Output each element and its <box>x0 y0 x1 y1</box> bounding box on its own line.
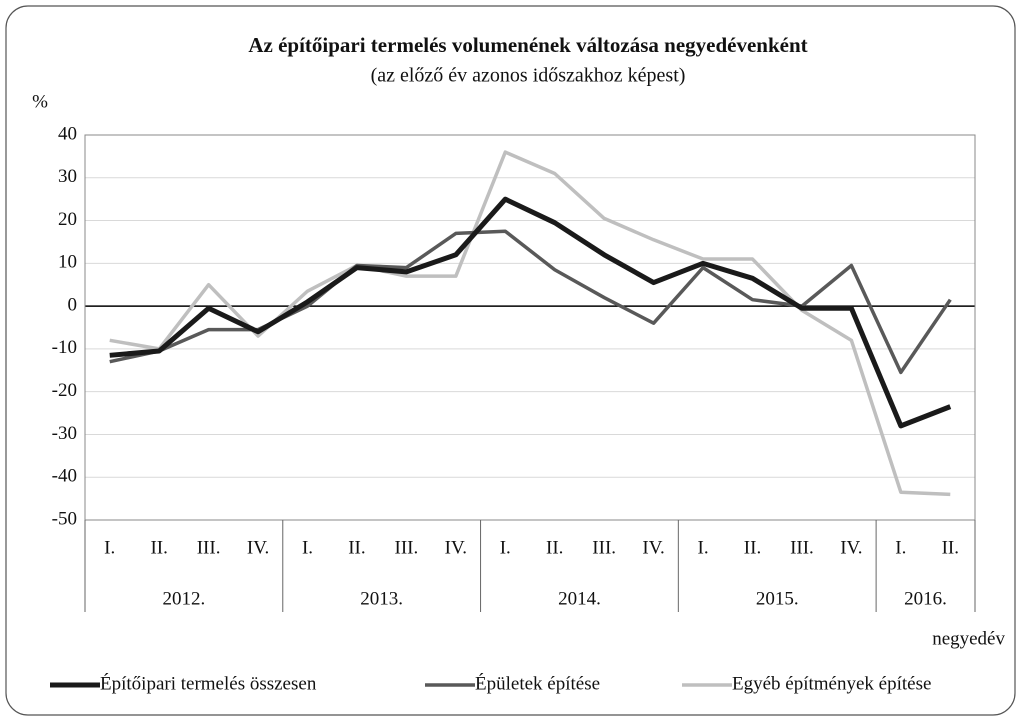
x-tick-label: IV. <box>642 537 664 558</box>
x-tick-label: II. <box>546 537 563 558</box>
x-tick-label: I. <box>500 537 511 558</box>
group-label: 2015. <box>756 588 799 609</box>
legend-label: Egyéb építmények építése <box>732 673 931 694</box>
y-tick-label: -20 <box>52 380 77 401</box>
x-tick-label: III. <box>790 537 814 558</box>
x-tick-label: I. <box>895 537 906 558</box>
x-tick-label: II. <box>150 537 167 558</box>
x-tick-label: II. <box>942 537 959 558</box>
x-tick-label: II. <box>744 537 761 558</box>
x-tick-label: I. <box>302 537 313 558</box>
y-tick-label: -10 <box>52 337 77 358</box>
y-tick-label: 20 <box>58 209 77 230</box>
y-tick-label: 10 <box>58 252 77 273</box>
group-label: 2012. <box>163 588 206 609</box>
y-tick-label: -30 <box>52 423 77 444</box>
group-label: 2016. <box>904 588 947 609</box>
line-series <box>109 196 952 429</box>
legend-label: Épületek építése <box>475 672 600 694</box>
x-tick-label: IV. <box>247 537 269 558</box>
y-tick-label: -50 <box>52 508 77 529</box>
y-tick-label: 0 <box>68 294 78 315</box>
x-tick-label: III. <box>592 537 616 558</box>
x-tick-label: III. <box>395 537 419 558</box>
x-tick-label: II. <box>348 537 365 558</box>
group-label: 2013. <box>360 588 403 609</box>
x-tick-label: IV. <box>840 537 862 558</box>
legend-label: Építőipari termelés összesen <box>100 672 317 694</box>
x-tick-label: IV. <box>445 537 467 558</box>
y-tick-label: 40 <box>58 123 77 144</box>
chart-subtitle: (az előző év azonos időszakhoz képest) <box>371 65 686 87</box>
y-tick-label: -40 <box>52 466 77 487</box>
group-label: 2014. <box>558 588 601 609</box>
x-tick-label: I. <box>104 537 115 558</box>
x-tick-label: I. <box>698 537 709 558</box>
x-axis-label: negyedév <box>932 628 1005 649</box>
y-axis-label: % <box>32 91 48 112</box>
plot-border <box>84 134 976 521</box>
chart-title: Az építőipari termelés volumenének válto… <box>248 33 807 57</box>
frame <box>5 5 1016 716</box>
x-tick-label: III. <box>197 537 221 558</box>
y-tick-label: 30 <box>58 166 77 187</box>
